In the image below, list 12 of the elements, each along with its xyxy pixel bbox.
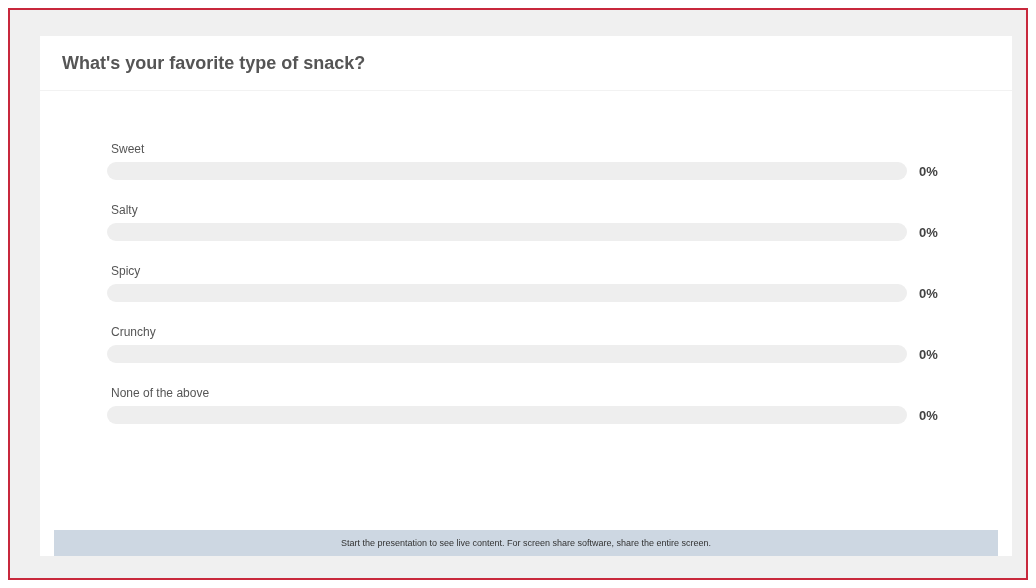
data-label: 0%	[919, 408, 938, 423]
text: What's your favorite type of snack?	[40, 36, 1012, 91]
data-label: 0%	[919, 286, 938, 301]
data-label: 0%	[919, 164, 938, 179]
category-label: Salty	[111, 203, 138, 217]
data-label: 0%	[919, 347, 938, 362]
category-label: Spicy	[111, 264, 141, 278]
category-label: None of the above	[111, 386, 210, 400]
data-label: 0%	[919, 225, 938, 240]
category-label: Sweet	[111, 142, 145, 156]
category-label: Crunchy	[111, 325, 156, 339]
text: Start the presentation to see live content. For screen share software, share the entire screen.	[340, 538, 712, 548]
